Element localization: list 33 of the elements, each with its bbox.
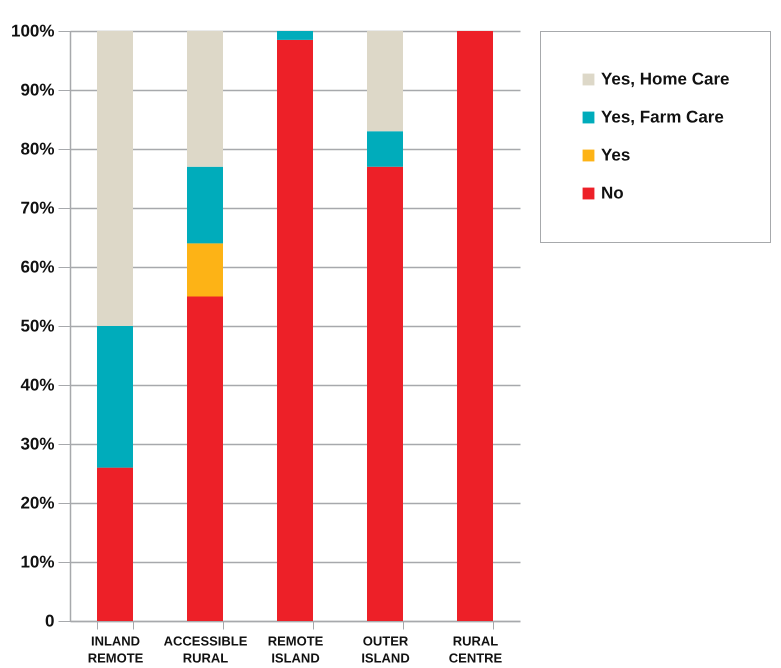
bar: [187, 243, 223, 296]
bar: [187, 31, 223, 167]
legend-label: Yes, Farm Care: [601, 108, 724, 126]
bar: [367, 166, 403, 621]
bar: [187, 166, 223, 244]
x-tick-label: OUTER ISLAND: [361, 634, 410, 666]
legend-label: Yes: [601, 146, 630, 164]
y-tick-label: 40%: [20, 376, 54, 394]
bar: [97, 326, 133, 468]
x-tick-label: ACCESSIBLE RURAL: [164, 634, 248, 666]
y-tick-label: 0: [45, 612, 54, 630]
legend-label: Yes, Home Care: [601, 70, 730, 88]
y-tick-label: 60%: [20, 258, 54, 276]
y-tick-label: 70%: [20, 198, 54, 218]
y-tick-label: 100%: [11, 22, 54, 40]
bar: [367, 131, 403, 167]
y-tick-label: 30%: [20, 434, 54, 454]
y-tick-label: 50%: [20, 316, 54, 336]
y-tick-label: 80%: [20, 140, 54, 158]
legend-label: No: [601, 184, 624, 202]
y-tick-label: 90%: [20, 80, 54, 100]
bar: [97, 31, 133, 326]
x-tick-label: INLAND REMOTE: [88, 634, 144, 666]
y-tick-label: 10%: [20, 552, 54, 572]
x-tick-label: RURAL CENTRE: [448, 634, 503, 666]
y-tick-label: 20%: [20, 494, 54, 512]
bar: [187, 296, 223, 621]
x-tick-label: REMOTE ISLAND: [268, 634, 324, 666]
bar: [367, 31, 403, 132]
bar: [97, 468, 133, 621]
bar: [277, 40, 313, 621]
bar: [457, 31, 493, 621]
bar: [277, 31, 313, 40]
